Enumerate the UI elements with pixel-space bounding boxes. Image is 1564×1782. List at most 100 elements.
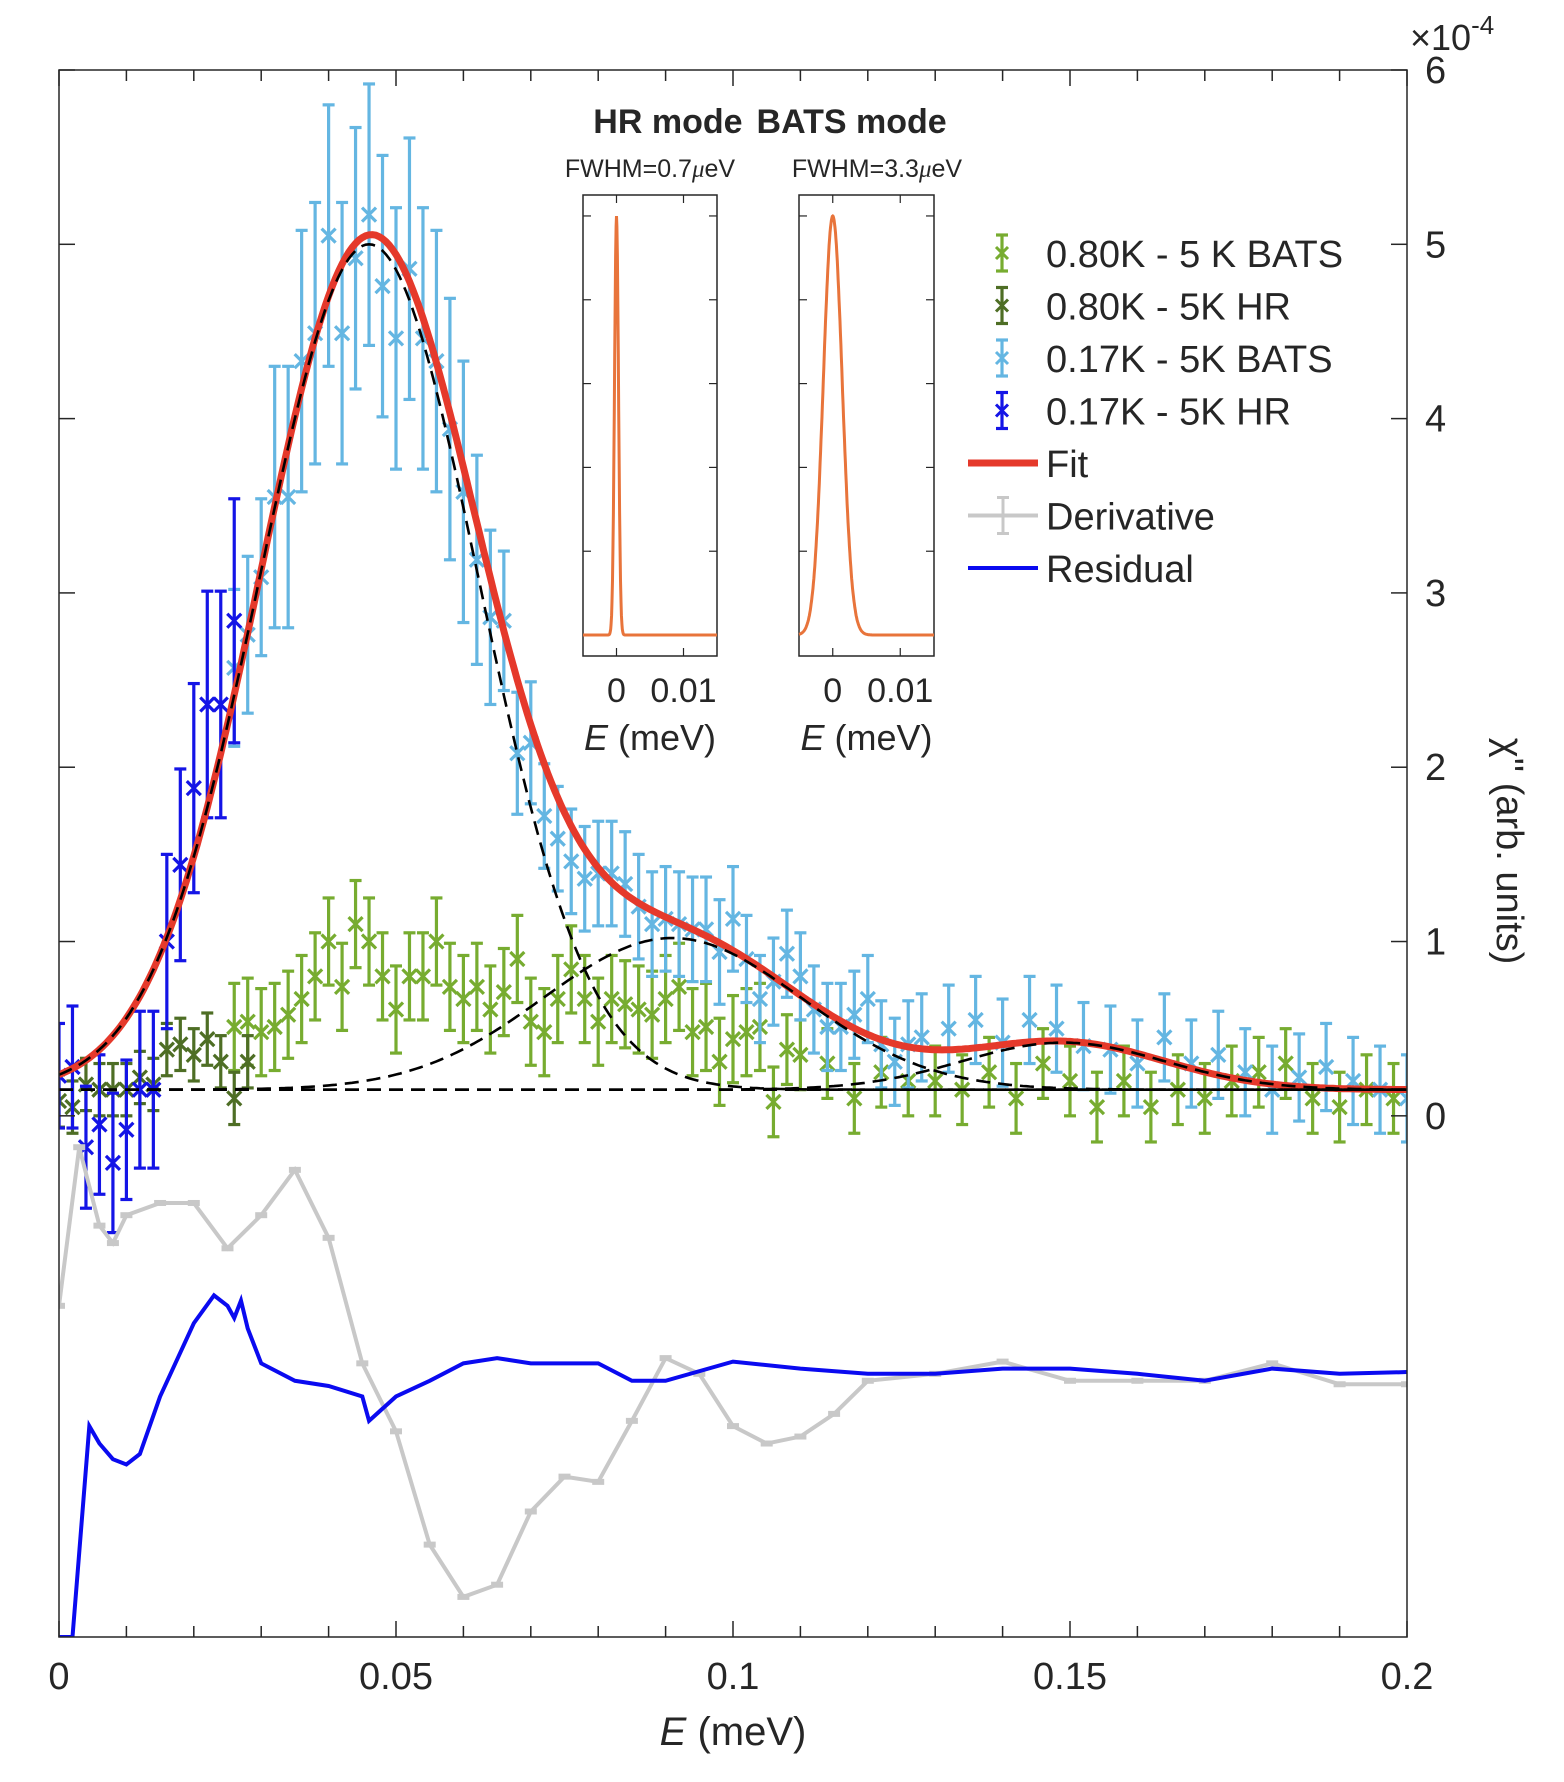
x-tick-label: 0.1	[707, 1656, 760, 1698]
data-point	[468, 453, 486, 666]
x-axis-label-unit: (meV)	[686, 1710, 806, 1754]
data-point	[643, 870, 661, 978]
data-point	[428, 896, 445, 987]
legend-entry: 0.80K - 5K HR	[994, 285, 1291, 329]
x-marker	[172, 856, 189, 873]
x-marker	[1007, 1090, 1025, 1107]
y-axis-label: χ'' (arb. units)	[1488, 738, 1530, 965]
data-point	[1115, 1044, 1133, 1118]
x-tick-label: 0	[48, 1656, 69, 1698]
x-marker	[846, 1090, 863, 1107]
data-point	[684, 986, 701, 1078]
data-point	[509, 913, 526, 1005]
x-marker	[226, 612, 243, 629]
data-point	[590, 819, 607, 928]
fwhm-value: FWHM=0.7	[565, 155, 692, 183]
y-tick-label: 0	[1425, 1096, 1446, 1138]
data-point	[697, 875, 715, 984]
main-axes: 0 0.05 0.1 0.15 0.2 0 1 2 3 4 5 6	[48, 50, 1446, 1698]
inset-hr: 0 0.01 E (meV)	[582, 194, 718, 758]
x-marker	[522, 1013, 539, 1030]
fwhm-mu: μ	[691, 156, 705, 183]
inset-x-tick-label: 0.01	[867, 672, 933, 710]
x-marker	[226, 1018, 243, 1036]
x-marker	[1277, 1055, 1294, 1072]
data-point	[643, 969, 661, 1060]
x-marker	[347, 915, 364, 933]
data-point	[1317, 1021, 1335, 1113]
data-point	[1344, 1035, 1362, 1127]
x-marker	[819, 1018, 836, 1036]
data-point	[711, 1016, 728, 1107]
data-point	[630, 964, 647, 1055]
y-exponent: ×10-4	[1410, 10, 1494, 58]
data-point	[360, 82, 378, 348]
data-point	[280, 364, 297, 630]
inset-heading-hr: HR mode	[593, 103, 742, 141]
x-marker	[482, 1001, 499, 1018]
x-marker	[387, 330, 405, 347]
legend-x-marker	[994, 245, 1010, 261]
x-marker	[643, 915, 661, 933]
data-point	[1088, 1070, 1106, 1144]
x-marker	[360, 206, 378, 223]
x-marker	[724, 910, 742, 927]
x-marker	[360, 933, 378, 950]
data-point	[792, 1018, 809, 1092]
data-point	[455, 953, 472, 1045]
data-point	[778, 1013, 796, 1087]
legend-entry: 0.17K - 5K HR	[994, 390, 1291, 434]
plot-area	[59, 82, 1407, 1637]
data-point	[765, 1065, 782, 1139]
x-marker	[927, 1072, 944, 1090]
x-marker	[104, 1154, 122, 1172]
y-tick-label: 6	[1425, 50, 1446, 92]
x-marker	[630, 1001, 647, 1018]
data-point	[1021, 974, 1038, 1066]
data-point	[617, 830, 634, 938]
data-point	[940, 983, 957, 1074]
fwhm-unit: eV	[932, 155, 963, 183]
fwhm-unit: eV	[705, 155, 736, 183]
legend-entry: Fit	[968, 444, 1089, 486]
x-marker	[199, 1030, 216, 1048]
x-marker	[576, 870, 593, 887]
x-marker	[387, 1001, 405, 1018]
x-marker	[212, 1053, 229, 1070]
data-point	[199, 1011, 216, 1067]
inset-x-axis-label: E (meV)	[800, 717, 932, 758]
x-marker	[253, 1024, 270, 1041]
fwhm-value: FWHM=3.3	[792, 155, 919, 183]
data-point	[253, 986, 270, 1078]
x-axis-label-var: E	[660, 1710, 688, 1754]
data-point	[387, 964, 405, 1055]
data-point	[697, 981, 715, 1073]
data-point	[172, 767, 189, 963]
data-point	[927, 1044, 944, 1118]
x-marker	[670, 978, 688, 995]
data-point	[1156, 992, 1173, 1083]
data-point	[886, 1016, 903, 1107]
legend-entry: Residual	[968, 549, 1194, 591]
data-point	[549, 953, 566, 1045]
x-marker	[414, 968, 432, 985]
x-marker	[468, 978, 486, 995]
x-marker	[563, 853, 580, 870]
inset-fwhm-bats: FWHM=3.3μeV	[792, 155, 963, 183]
x-marker	[724, 1030, 742, 1048]
x-marker	[1129, 1055, 1146, 1072]
inset-x-tick-label: 0.01	[650, 672, 716, 710]
inset-box	[798, 194, 935, 657]
fit-component-3	[59, 1041, 1407, 1091]
x-marker	[1398, 1090, 1407, 1107]
inset-x-axis-label-var: E	[800, 717, 825, 758]
residual-line	[59, 1292, 1407, 1637]
data-point	[333, 941, 351, 1033]
x-axis-label: E (meV)	[660, 1710, 807, 1754]
x-marker	[185, 780, 202, 797]
inset-box	[582, 194, 718, 657]
legend: 0.80K - 5 K BATS 0.80K - 5K HR 0.17K - 5K …	[968, 233, 1343, 591]
data-point	[212, 1034, 229, 1090]
fit-component-2	[59, 936, 1407, 1091]
data-point	[212, 589, 229, 820]
